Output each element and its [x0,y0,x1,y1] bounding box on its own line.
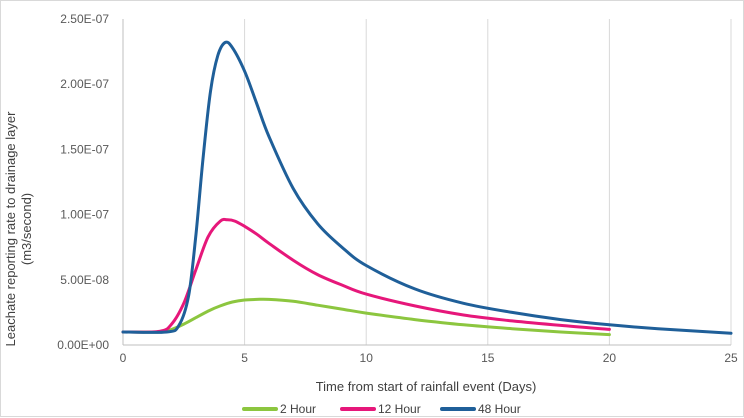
legend-item-2-hour: 2 Hour [242,402,316,416]
x-tick-label-3: 15 [481,351,495,365]
y-axis-title-line1: Leachate reporting rate to drainage laye… [3,111,18,347]
y-tick-label-1: 5.00E-08 [60,273,109,287]
y-tick-label-0: 0.00E+00 [57,338,109,352]
y-axis-title: Leachate reporting rate to drainage laye… [3,111,34,347]
x-tick-label-2: 10 [360,351,374,365]
grid-lines [244,19,732,345]
legend: 2 Hour 12 Hour 48 Hour [242,402,521,416]
legend-label-2-hour: 2 Hour [280,402,316,416]
axes [122,19,731,346]
y-tick-label-4: 2.00E-07 [60,77,109,91]
x-tick-label-0: 0 [120,351,127,365]
y-axis-title-line2: (m3/second) [19,193,34,265]
series-line-2-hour [121,297,611,337]
x-tick-label-5: 25 [724,351,738,365]
x-tick-labels: 0 5 10 15 20 25 [120,351,738,365]
y-tick-labels: 0.00E+00 5.00E-08 1.00E-07 1.50E-07 2.00E-07… [57,12,109,352]
legend-label-48-hour: 48 Hour [478,402,521,416]
series-line-12-hour [121,217,611,334]
series-line-48-hour [121,40,733,335]
series-lines [121,40,733,337]
x-tick-label-4: 20 [603,351,617,365]
legend-item-12-hour: 12 Hour [340,402,421,416]
y-tick-label-2: 1.00E-07 [60,208,109,222]
y-tick-label-3: 1.50E-07 [60,142,109,156]
legend-item-48-hour: 48 Hour [440,402,521,416]
x-axis-title: Time from start of rainfall event (Days) [316,379,537,394]
legend-label-12-hour: 12 Hour [378,402,421,416]
x-tick-label-1: 5 [241,351,248,365]
y-tick-label-5: 2.50E-07 [60,12,109,26]
